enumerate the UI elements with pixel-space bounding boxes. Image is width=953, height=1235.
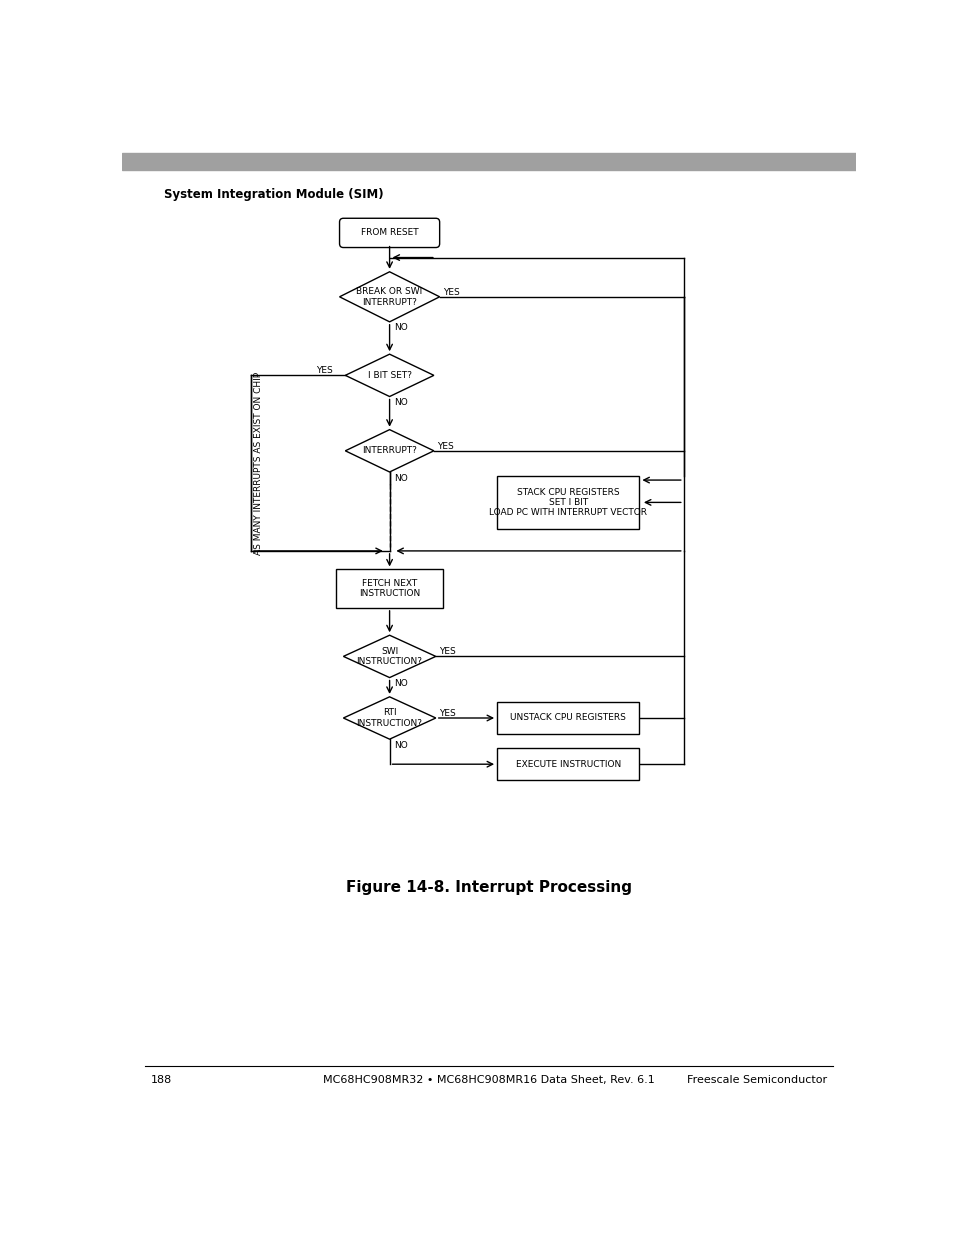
Text: System Integration Module (SIM): System Integration Module (SIM) bbox=[164, 188, 383, 201]
Text: SWI
INSTRUCTION?: SWI INSTRUCTION? bbox=[356, 647, 422, 666]
Text: RTI
INSTRUCTION?: RTI INSTRUCTION? bbox=[356, 709, 422, 727]
Text: I BIT SET?: I BIT SET? bbox=[367, 370, 411, 380]
Text: EXECUTE INSTRUCTION: EXECUTE INSTRUCTION bbox=[515, 760, 620, 768]
Text: MC68HC908MR32 • MC68HC908MR16 Data Sheet, Rev. 6.1: MC68HC908MR32 • MC68HC908MR16 Data Sheet… bbox=[323, 1074, 654, 1084]
Bar bbox=[497, 701, 639, 734]
Text: NO: NO bbox=[394, 398, 408, 408]
Bar bbox=[497, 477, 639, 529]
Polygon shape bbox=[345, 354, 434, 396]
Text: YES: YES bbox=[438, 647, 456, 656]
Text: FROM RESET: FROM RESET bbox=[360, 228, 418, 237]
FancyBboxPatch shape bbox=[339, 219, 439, 247]
Polygon shape bbox=[343, 697, 436, 740]
Polygon shape bbox=[339, 272, 439, 322]
Text: INTERRUPT?: INTERRUPT? bbox=[362, 446, 416, 456]
Bar bbox=[121, 153, 856, 169]
Text: Freescale Semiconductor: Freescale Semiconductor bbox=[686, 1074, 826, 1084]
Text: YES: YES bbox=[442, 288, 459, 296]
Text: NO: NO bbox=[394, 474, 408, 483]
Polygon shape bbox=[343, 635, 436, 678]
Text: STACK CPU REGISTERS
SET I BIT
LOAD PC WITH INTERRUPT VECTOR: STACK CPU REGISTERS SET I BIT LOAD PC WI… bbox=[489, 488, 646, 517]
Text: UNSTACK CPU REGISTERS: UNSTACK CPU REGISTERS bbox=[510, 714, 625, 722]
Bar bbox=[497, 748, 639, 781]
Text: NO: NO bbox=[394, 741, 408, 750]
Polygon shape bbox=[345, 430, 434, 472]
Bar bbox=[335, 569, 443, 608]
Text: YES: YES bbox=[438, 709, 456, 718]
Text: 188: 188 bbox=[151, 1074, 172, 1084]
Text: NO: NO bbox=[394, 324, 408, 332]
Text: Figure 14-8. Interrupt Processing: Figure 14-8. Interrupt Processing bbox=[346, 879, 631, 895]
Text: BREAK OR SWI
INTERRUPT?: BREAK OR SWI INTERRUPT? bbox=[356, 287, 422, 306]
Text: NO: NO bbox=[394, 679, 408, 688]
Text: AS MANY INTERRUPTS AS EXIST ON CHIP: AS MANY INTERRUPTS AS EXIST ON CHIP bbox=[253, 372, 263, 555]
Text: YES: YES bbox=[315, 367, 333, 375]
Text: FETCH NEXT
INSTRUCTION: FETCH NEXT INSTRUCTION bbox=[358, 579, 419, 598]
Text: YES: YES bbox=[436, 442, 454, 451]
